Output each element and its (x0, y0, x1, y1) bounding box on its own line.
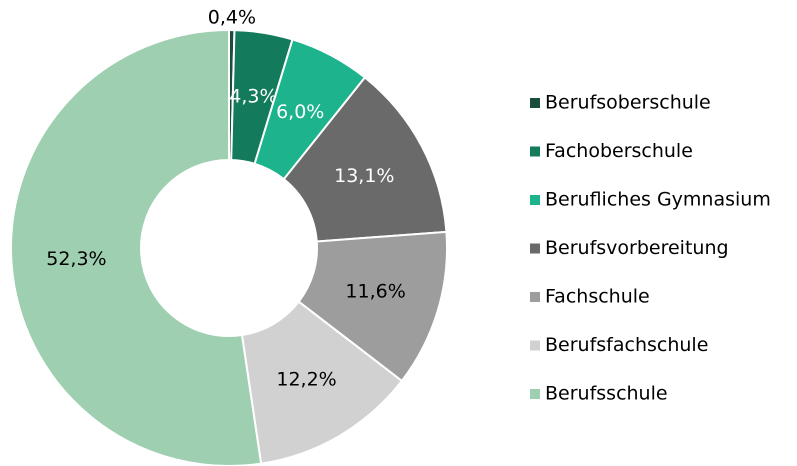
legend-label: Berufsvorbereitung (545, 237, 729, 259)
data-label: 12,2% (276, 368, 336, 390)
legend-label: Berufliches Gymnasium (545, 189, 771, 211)
legend-swatch (530, 292, 540, 302)
donut-segment (282, 76, 448, 243)
legend-swatch (530, 195, 540, 205)
donut-segment (240, 300, 404, 465)
legend-label: Fachoberschule (545, 140, 693, 162)
data-label: 0,4% (208, 7, 256, 29)
data-label: 4,3% (229, 85, 277, 107)
legend-swatch (530, 146, 540, 157)
data-label: 6,0% (276, 101, 324, 123)
legend-label: Berufsfachschule (545, 334, 708, 356)
legend-swatch (530, 389, 540, 399)
donut-segment (10, 28, 263, 466)
data-label: 13,1% (334, 165, 394, 187)
legend-swatch (530, 98, 540, 108)
legend-label: Berufsschule (545, 383, 668, 405)
legend-swatch (530, 243, 540, 254)
legend-label: Fachschule (545, 286, 650, 308)
legend-label: Berufsoberschule (545, 92, 711, 114)
legend-swatch (530, 340, 540, 351)
data-label: 52,3% (46, 248, 106, 270)
data-label: 11,6% (345, 280, 405, 302)
